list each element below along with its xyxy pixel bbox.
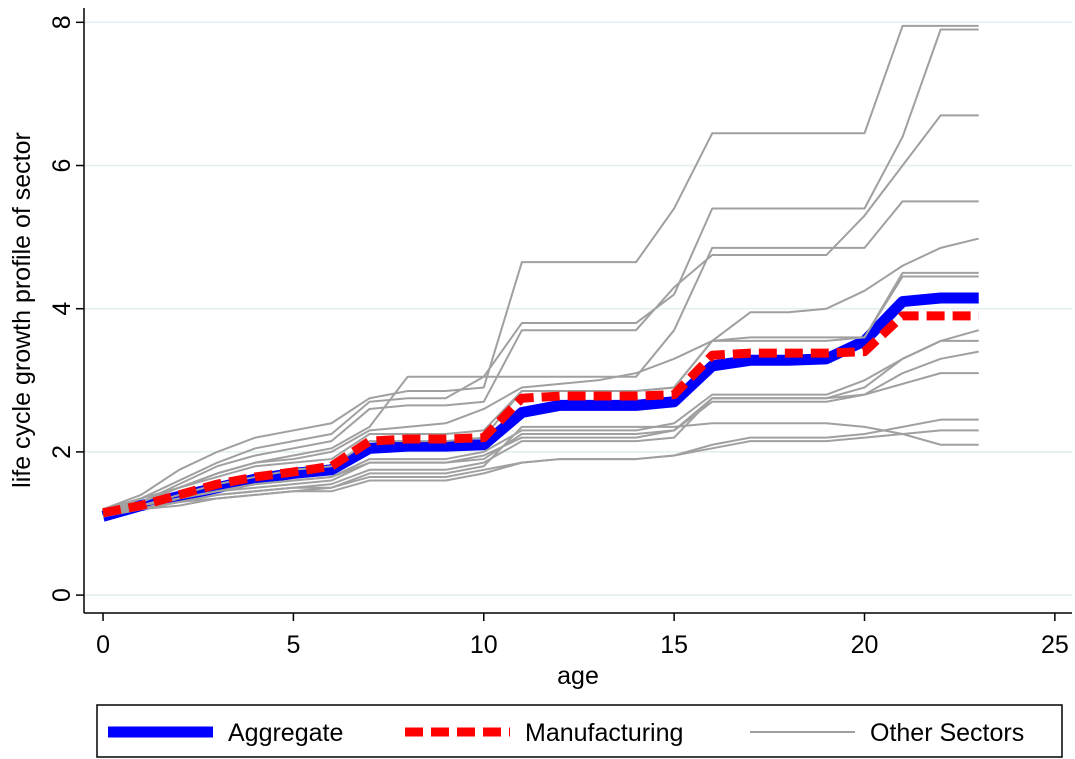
y-axis-label: life cycle growth profile of sector [8,132,36,488]
x-tick-label: 25 [1041,631,1069,659]
line-thin [102,275,979,518]
legend-box [96,704,1063,758]
y-tick-label: 6 [48,159,76,173]
line-thin [102,28,979,514]
legend-label: Manufacturing [525,719,683,747]
line-thin [102,114,979,511]
line-thin [102,350,979,514]
y-tick-label: 2 [48,445,76,459]
legend-label: Other Sectors [870,719,1024,747]
y-tick-label: 4 [48,302,76,316]
x-axis-label: age [557,662,599,690]
line-thin [102,339,979,518]
line-thin [102,429,979,518]
line-thin [102,24,979,511]
legend-label: Aggregate [228,719,343,747]
line-solid-thick [101,292,979,522]
x-tick-label: 10 [470,631,498,659]
x-tick-label: 15 [660,631,688,659]
x-tick-label: 0 [96,631,110,659]
y-tick-label: 8 [48,15,76,29]
x-tick-label: 20 [851,631,879,659]
x-tick-label: 5 [286,631,300,659]
y-tick-label: 0 [48,588,76,602]
line-thin [102,237,979,514]
